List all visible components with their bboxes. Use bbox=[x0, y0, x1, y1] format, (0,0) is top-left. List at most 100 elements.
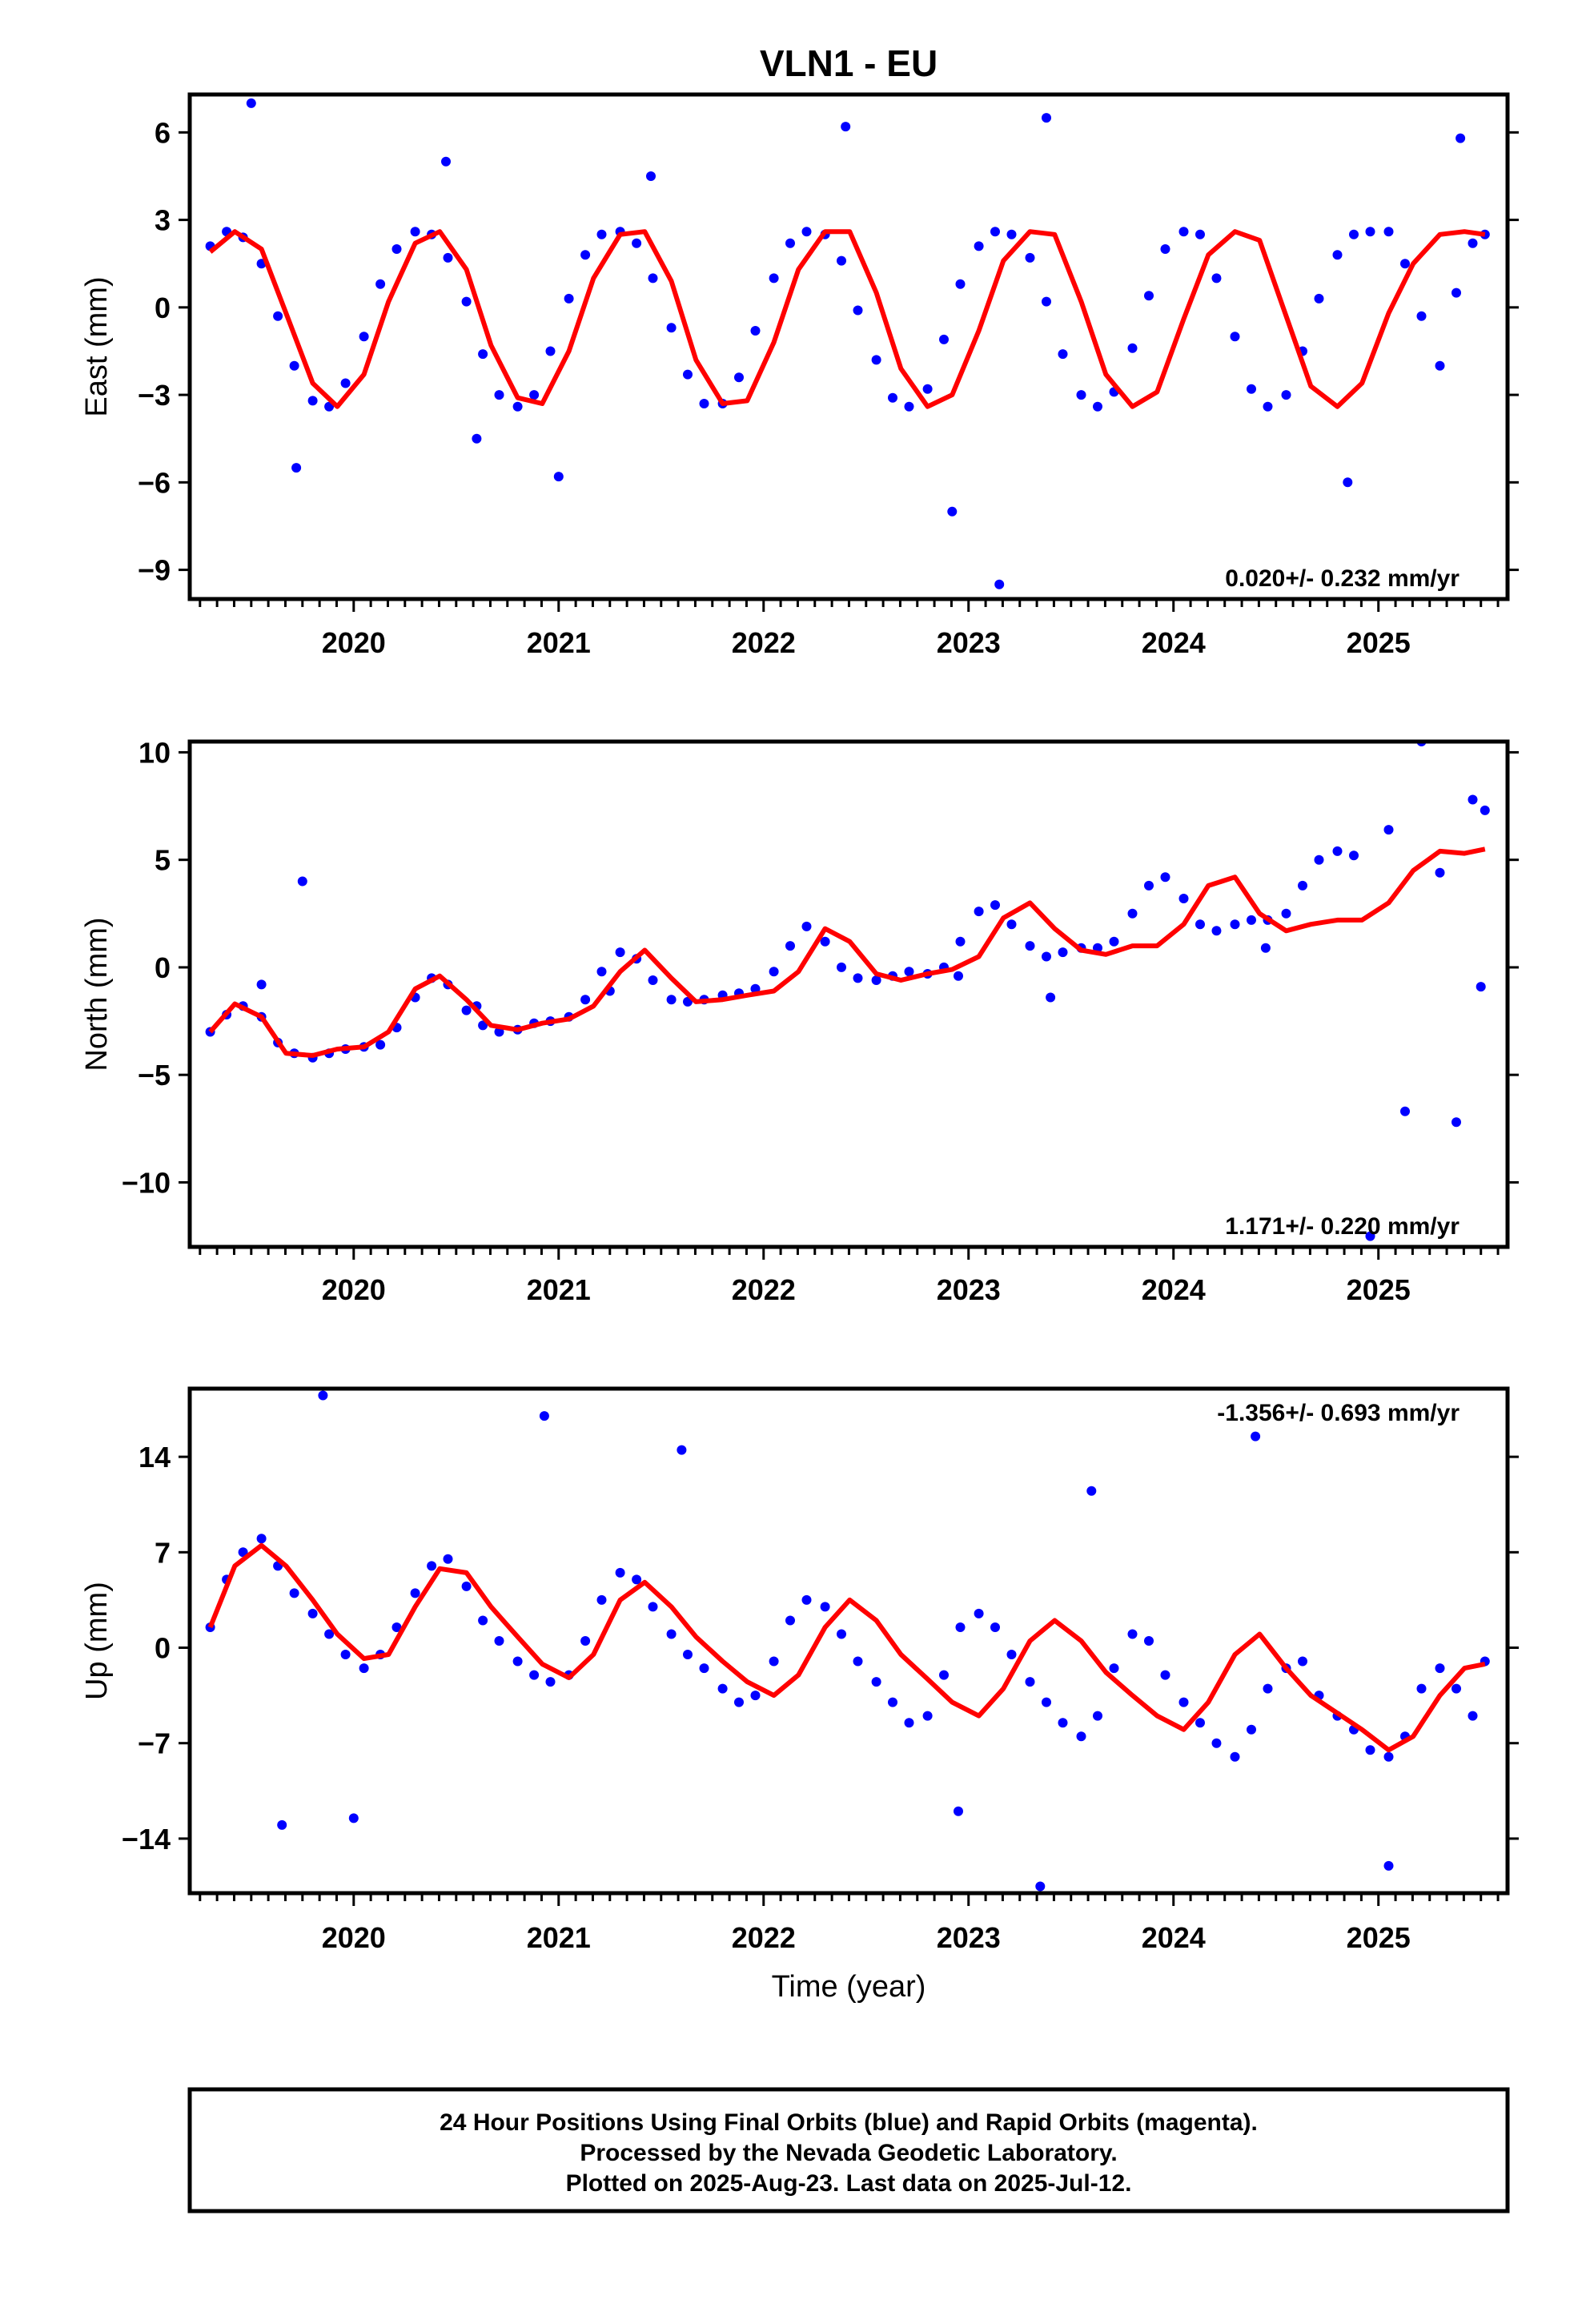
east-data-point bbox=[1281, 390, 1291, 400]
east-data-point bbox=[596, 229, 607, 239]
footer-frame bbox=[187, 2087, 1510, 2213]
east-x-tick-label: 2021 bbox=[527, 626, 591, 659]
east-data-point bbox=[564, 293, 574, 304]
north-y-tick-label: 0 bbox=[155, 951, 171, 984]
east-data-point bbox=[1416, 311, 1427, 321]
east-data-point bbox=[904, 401, 914, 412]
north-data-point bbox=[974, 907, 984, 917]
east-data-point bbox=[441, 156, 451, 167]
east-data-point bbox=[512, 401, 523, 412]
east-data-point bbox=[1144, 291, 1154, 301]
up-data-point bbox=[699, 1663, 709, 1674]
east-data-point bbox=[1127, 343, 1138, 353]
east-data-point bbox=[1042, 296, 1051, 307]
up-data-point bbox=[1468, 1711, 1478, 1721]
up-data-point bbox=[922, 1711, 933, 1721]
east-data-point bbox=[472, 433, 482, 444]
chart-title: VLN1 - EU bbox=[760, 42, 938, 84]
up-data-point bbox=[871, 1677, 881, 1687]
east-data-point bbox=[1456, 133, 1466, 143]
east-data-point bbox=[666, 323, 677, 333]
east-y-tick-label: 3 bbox=[155, 204, 171, 237]
north-data-point bbox=[648, 975, 658, 985]
up-data-point bbox=[324, 1629, 335, 1639]
north-data-point bbox=[580, 995, 591, 1005]
north-plot-area bbox=[190, 742, 1508, 1247]
up-data-point bbox=[1263, 1683, 1273, 1694]
east-data-point bbox=[1025, 252, 1035, 263]
up-data-point bbox=[238, 1547, 248, 1558]
up-x-tick-label: 2024 bbox=[1142, 1921, 1206, 1954]
north-y-tick-label: 5 bbox=[155, 844, 171, 877]
up-y-tick-label: −14 bbox=[122, 1823, 171, 1856]
footer-line-2: Processed by the Nevada Geodetic Laborat… bbox=[580, 2140, 1117, 2166]
up-data-point bbox=[769, 1656, 779, 1667]
east-data-point bbox=[478, 349, 488, 360]
up-data-point bbox=[318, 1390, 328, 1401]
north-data-point bbox=[769, 967, 779, 977]
east-data-point bbox=[1263, 401, 1273, 412]
up-y-tick-label: 0 bbox=[155, 1632, 171, 1665]
east-data-point bbox=[1006, 229, 1017, 239]
east-x-tick-label: 2022 bbox=[732, 626, 796, 659]
north-data-point bbox=[478, 1020, 488, 1031]
north-data-point bbox=[297, 876, 307, 887]
up-fit-line bbox=[207, 1542, 1486, 1753]
footer-line-3: Plotted on 2025-Aug-23. Last data on 202… bbox=[566, 2170, 1132, 2197]
east-data-point bbox=[580, 250, 591, 260]
north-frame bbox=[187, 739, 1510, 1249]
up-data-point bbox=[1452, 1683, 1461, 1694]
east-y-axis-label: East (mm) bbox=[80, 276, 114, 416]
up-data-point bbox=[512, 1656, 523, 1667]
east-data-point bbox=[734, 372, 744, 383]
up-data-point bbox=[1383, 1751, 1394, 1762]
up-data-point bbox=[990, 1622, 1000, 1632]
north-data-point bbox=[1247, 915, 1256, 925]
east-x-tick-label: 2023 bbox=[937, 626, 1001, 659]
north-fit-line bbox=[208, 846, 1486, 1058]
east-data-point bbox=[461, 296, 472, 307]
east-data-point bbox=[1452, 287, 1461, 298]
up-data-point bbox=[1160, 1670, 1170, 1680]
north-data-point bbox=[1058, 947, 1068, 958]
up-data-point bbox=[1247, 1724, 1256, 1735]
up-data-point bbox=[1178, 1697, 1189, 1707]
up-data-point bbox=[1211, 1738, 1222, 1748]
up-data-point bbox=[785, 1615, 795, 1626]
up-data-point bbox=[1251, 1431, 1261, 1441]
north-data-point bbox=[1230, 919, 1240, 930]
up-y-axis-label: Up (mm) bbox=[80, 1582, 114, 1700]
north-data-point bbox=[1435, 867, 1445, 878]
up-data-point bbox=[648, 1602, 658, 1612]
up-data-point bbox=[348, 1813, 359, 1823]
north-data-point bbox=[1468, 794, 1478, 805]
east-data-point bbox=[246, 98, 256, 108]
north-data-point bbox=[954, 971, 963, 981]
east-data-point bbox=[340, 378, 351, 388]
up-data-point bbox=[1025, 1677, 1035, 1687]
north-data-point bbox=[1006, 919, 1017, 930]
up-y-tick-label: −7 bbox=[138, 1727, 171, 1760]
up-data-point bbox=[955, 1622, 966, 1632]
up-data-point bbox=[904, 1718, 914, 1728]
north-data-point bbox=[1349, 850, 1359, 861]
up-data-point bbox=[750, 1691, 761, 1701]
north-data-point bbox=[596, 967, 607, 977]
east-data-point bbox=[553, 472, 564, 482]
east-data-point bbox=[1211, 273, 1222, 283]
up-data-point bbox=[717, 1683, 728, 1694]
up-data-point bbox=[666, 1629, 677, 1639]
east-data-point bbox=[1247, 384, 1256, 394]
up-data-point bbox=[529, 1670, 540, 1680]
north-data-point bbox=[1281, 908, 1291, 919]
up-y-tick-label: 7 bbox=[155, 1536, 171, 1569]
up-x-tick-label: 2025 bbox=[1347, 1921, 1411, 1954]
north-data-point bbox=[820, 936, 830, 947]
east-fit-line bbox=[208, 229, 1486, 409]
north-x-tick-label: 2025 bbox=[1347, 1273, 1411, 1306]
north-data-point bbox=[801, 921, 812, 931]
east-data-point bbox=[307, 396, 318, 406]
up-x-tick-label: 2023 bbox=[937, 1921, 1001, 1954]
east-data-point bbox=[1435, 360, 1445, 371]
